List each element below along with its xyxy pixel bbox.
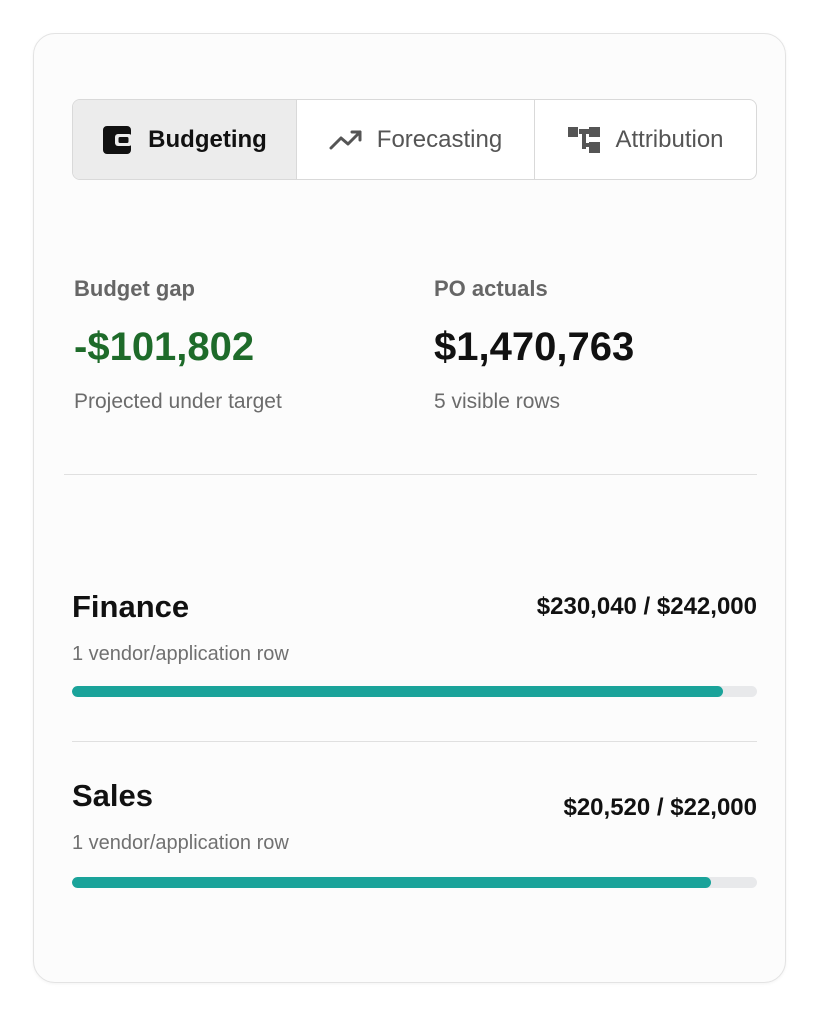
po-actuals-subtext: 5 visible rows: [434, 390, 561, 413]
budget-gap-metric: Budget gap -$101,802 Projected under tar…: [74, 276, 282, 414]
department-name: Finance: [72, 589, 190, 624]
tab-forecasting[interactable]: Forecasting: [296, 100, 534, 179]
department-amount: $230,040 / $242,000: [536, 593, 757, 620]
hierarchy-icon: [567, 125, 601, 155]
department-row-finance: Finance $230,040 / $242,000 1 vendor/app…: [72, 589, 757, 697]
tab-attribution-label: Attribution: [615, 125, 724, 153]
department-amount: $20,520 / $22,000: [563, 794, 757, 821]
department-subtext: 1 vendor/application row: [72, 643, 289, 665]
tab-attribution[interactable]: Attribution: [534, 100, 756, 179]
progress-bar-fill: [72, 877, 711, 888]
budget-gap-label: Budget gap: [74, 276, 195, 301]
po-actuals-label: PO actuals: [434, 276, 548, 301]
po-actuals-value: $1,470,763: [434, 325, 635, 369]
progress-bar-fill: [72, 686, 724, 697]
po-actuals-metric: PO actuals $1,470,763 5 visible rows: [434, 276, 634, 414]
department-name: Sales: [72, 778, 154, 813]
tab-budgeting-label: Budgeting: [148, 125, 267, 153]
budget-gap-subtext: Projected under target: [74, 390, 282, 413]
trend-up-icon: [329, 129, 363, 151]
budget-gap-value: -$101,802: [74, 325, 255, 369]
row-divider: [72, 741, 757, 742]
wallet-icon: [102, 125, 134, 155]
department-row-sales: Sales $20,520 / $22,000 1 vendor/applica…: [72, 778, 757, 888]
department-subtext: 1 vendor/application row: [72, 832, 289, 854]
tab-forecasting-label: Forecasting: [376, 125, 503, 153]
view-tabs: Budgeting Forecasting: [72, 99, 757, 180]
progress-bar: [72, 877, 757, 888]
tab-budgeting[interactable]: Budgeting: [73, 100, 296, 179]
section-divider: [64, 474, 757, 475]
progress-bar: [72, 686, 757, 697]
budget-card: Budgeting Forecasting: [33, 33, 786, 983]
